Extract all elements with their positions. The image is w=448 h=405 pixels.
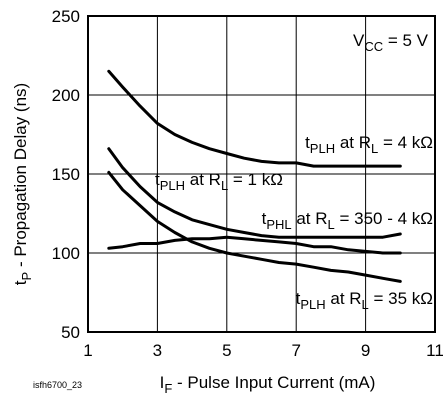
y-tick-label: 200	[52, 86, 80, 105]
x-tick-label: 3	[153, 341, 162, 360]
plot-frame	[87, 15, 436, 333]
series-line-2	[107, 235, 402, 255]
x-tick-label: 5	[222, 341, 231, 360]
series-label-3: tPLH at RL = 35 kΩ	[296, 289, 433, 312]
series-line-3	[107, 170, 402, 283]
figure-id: isfh6700_23	[33, 380, 82, 390]
series-curves	[107, 69, 402, 283]
series-label-0: tPLH at RL = 4 kΩ	[305, 133, 433, 156]
series-line-0	[107, 69, 402, 168]
y-tick-labels: 50 100 150 200 250	[52, 7, 80, 342]
x-tick-label: 1	[83, 341, 92, 360]
vcc-condition-label: VCC = 5 V	[353, 31, 429, 54]
x-axis-title: IF - Pulse Input Current (mA)	[160, 373, 376, 396]
x-tick-label: 7	[291, 341, 300, 360]
series-line-1	[107, 147, 402, 239]
x-tick-labels: 1 3 5 7 9 11	[83, 341, 444, 360]
y-tick-label: 150	[52, 165, 80, 184]
y-tick-label: 250	[52, 7, 80, 26]
x-tick-label: 9	[361, 341, 370, 360]
y-tick-label: 100	[52, 244, 80, 263]
grid-lines	[88, 16, 435, 332]
series-label-1: tPLH at RL = 1 kΩ	[155, 170, 283, 193]
y-axis-title: tP - Propagation Delay (ns)	[11, 83, 34, 285]
series-label-2: tPHL at RL = 350 - 4 kΩ	[262, 209, 433, 232]
y-tick-label: 50	[61, 323, 80, 342]
x-tick-label: 11	[426, 341, 444, 360]
series-labels: tPLH at RL = 4 kΩ tPLH at RL = 1 kΩ tPHL a…	[155, 133, 433, 312]
